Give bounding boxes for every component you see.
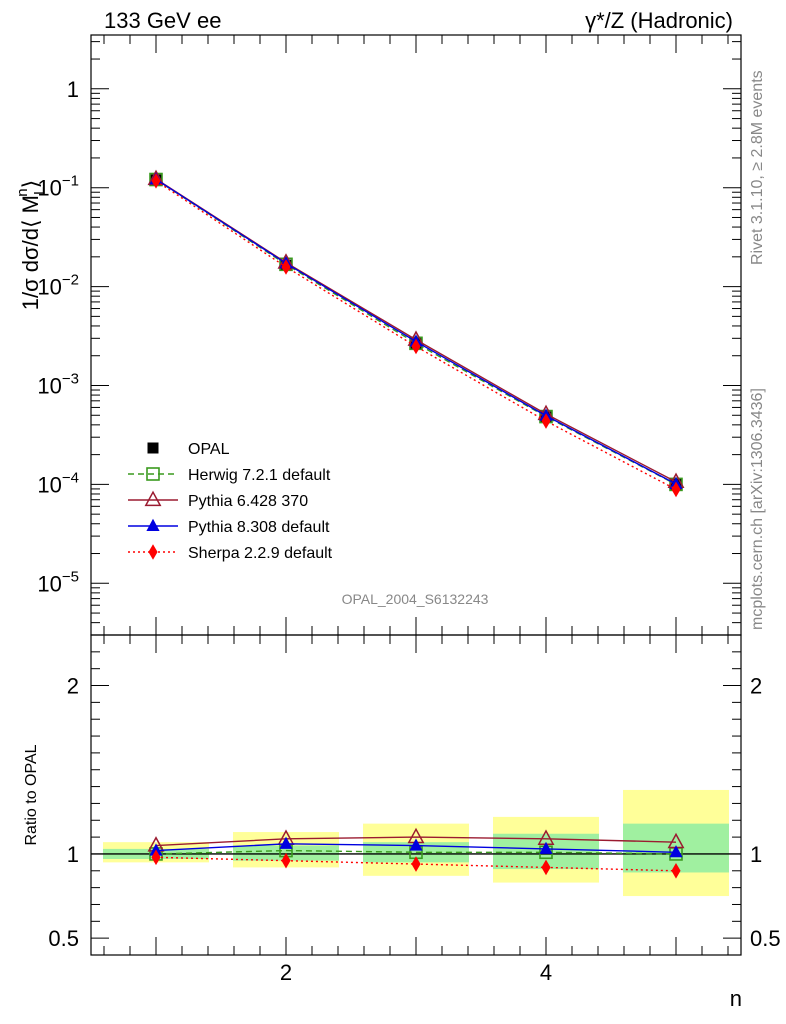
data-point bbox=[541, 859, 551, 876]
data-point bbox=[281, 852, 291, 869]
main-y-tick-label: 10−4 bbox=[37, 469, 79, 497]
ratio-series-sherpa-2-2-9-default bbox=[151, 849, 681, 879]
ratio-y-tick-label-left: 0.5 bbox=[48, 926, 79, 951]
data-point bbox=[151, 849, 161, 866]
rivet-version-label: Rivet 3.1.10, ≥ 2.8M events bbox=[749, 70, 766, 265]
legend-item: Pythia 8.308 default bbox=[128, 518, 330, 536]
ratio-series bbox=[147, 827, 685, 879]
main-y-tick-label: 10−3 bbox=[37, 370, 79, 398]
legend-label: Pythia 6.428 370 bbox=[188, 493, 308, 510]
main-y-axis-title-close: ⟩ bbox=[18, 180, 43, 189]
main-y-tick-label: 10−5 bbox=[37, 568, 79, 596]
data-point bbox=[411, 856, 421, 872]
ratio-y-tick-label-right: 0.5 bbox=[750, 926, 781, 951]
data-point bbox=[539, 841, 553, 854]
legend-item: OPAL bbox=[147, 441, 230, 458]
ratio-panel: 0.5 0.5 1 1 2 2 2 4 Ratio to OPAL n bbox=[23, 634, 781, 1011]
ratio-ticks bbox=[91, 635, 741, 955]
main-ytick-labels: 1 10−1 10−2 10−3 10−4 10−5 bbox=[37, 77, 79, 596]
main-panel: 1 10−1 10−2 10−3 10−4 10−5 OPAL_2004_S6132243… bbox=[14, 34, 742, 636]
main-y-axis-title-sub: L bbox=[31, 187, 48, 195]
main-y-axis-title: 1/σ dσ/d⟨ MLn⟩ bbox=[14, 180, 48, 311]
legend-marker bbox=[147, 442, 159, 454]
legend-marker bbox=[146, 467, 160, 481]
data-point bbox=[671, 481, 681, 498]
header-left-label: 133 GeV ee bbox=[104, 8, 221, 33]
x-tick-label: 2 bbox=[280, 960, 292, 985]
main-y-tick-label: 10−2 bbox=[37, 272, 79, 300]
data-point bbox=[541, 413, 551, 429]
series-line bbox=[155, 836, 677, 847]
legend-marker bbox=[144, 490, 162, 507]
legend-item: Pythia 6.428 370 bbox=[128, 490, 308, 510]
legend-item: Sherpa 2.2.9 default bbox=[128, 544, 333, 562]
main-series-pythia-6-428-370 bbox=[147, 169, 685, 489]
ratio-y-tick-label-left: 2 bbox=[67, 674, 79, 699]
analysis-watermark: OPAL_2004_S6132243 bbox=[342, 591, 489, 607]
mcplots-label: mcplots.cern.ch [arXiv:1306.3436] bbox=[749, 388, 766, 630]
data-point bbox=[151, 173, 161, 189]
legend-label: OPAL bbox=[188, 441, 230, 458]
data-point bbox=[411, 338, 421, 355]
ratio-y-tick-label-right: 2 bbox=[750, 674, 762, 699]
legend-label: Pythia 8.308 default bbox=[188, 519, 330, 536]
legend-item: Herwig 7.2.1 default bbox=[128, 467, 331, 484]
main-ticks bbox=[91, 35, 741, 636]
legend-label: Herwig 7.2.1 default bbox=[188, 467, 331, 484]
data-point bbox=[409, 838, 423, 851]
legend-marker bbox=[148, 544, 158, 560]
legend-marker bbox=[146, 518, 160, 532]
ratio-y-tick-label-left: 1 bbox=[67, 842, 79, 867]
main-series bbox=[147, 169, 685, 498]
x-tick-label: 4 bbox=[540, 960, 552, 985]
data-point bbox=[279, 836, 293, 849]
ratio-series-pythia-8-308-default bbox=[149, 836, 683, 858]
data-point bbox=[281, 259, 291, 275]
ratio-y-tick-label-right: 1 bbox=[750, 842, 762, 867]
legend-label: Sherpa 2.2.9 default bbox=[188, 545, 333, 562]
main-y-axis-title-main: 1/σ dσ/d⟨ M bbox=[18, 195, 43, 310]
main-y-tick-label: 1 bbox=[67, 77, 79, 102]
ratio-y-axis-title: Ratio to OPAL bbox=[23, 744, 40, 845]
x-axis-title: n bbox=[730, 986, 742, 1011]
main-y-axis-title-sup: n bbox=[14, 188, 31, 196]
main-series-sherpa-2-2-9-default bbox=[151, 173, 681, 498]
ratio-tick-labels: 0.5 0.5 1 1 2 2 2 4 bbox=[48, 674, 780, 985]
data-point bbox=[669, 845, 683, 858]
data-point bbox=[671, 862, 681, 879]
series-line bbox=[155, 849, 677, 855]
legend: OPAL Herwig 7.2.1 default Pythia 6.428 370… bbox=[128, 441, 333, 562]
svg-text:1/σ dσ/d⟨ MLn⟩: 1/σ dσ/d⟨ MLn⟩ bbox=[14, 180, 48, 311]
header-right-label: γ*/Z (Hadronic) bbox=[585, 8, 733, 33]
main-y-tick-label: 10−1 bbox=[37, 173, 79, 201]
data-point bbox=[149, 843, 163, 856]
